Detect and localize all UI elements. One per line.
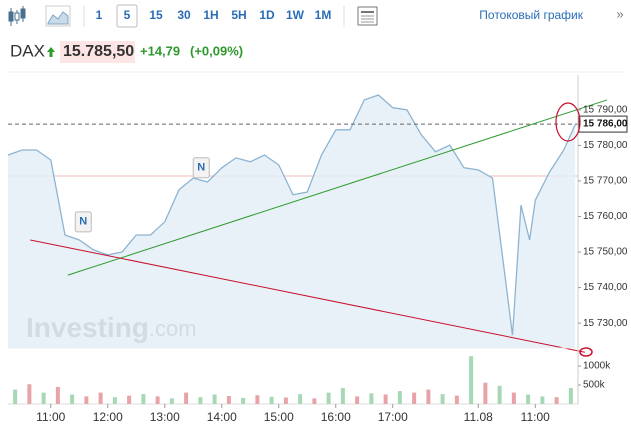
interval-button[interactable]: 1 [96, 8, 103, 22]
news-marker-label: N [79, 216, 87, 228]
volume-bar [526, 394, 531, 404]
volume-bar [554, 397, 559, 404]
x-tick-label: 11:00 [521, 410, 550, 424]
volume-bar [312, 398, 317, 404]
volume-bar [98, 392, 103, 404]
volume-bar [27, 384, 32, 404]
volume-bar [355, 396, 360, 404]
volume-bar [127, 395, 132, 404]
news-marker [192, 157, 210, 179]
y-tick-label: 15 770,00 [583, 176, 628, 187]
candles-icon[interactable] [8, 6, 26, 26]
volume-bar [440, 394, 445, 404]
selected-interval [116, 4, 138, 28]
volume-bar [169, 398, 174, 404]
volume-bar [511, 392, 516, 404]
volume-bar [568, 388, 573, 404]
y-tick-label: 15 790,00 [583, 105, 628, 116]
volume-bar [326, 392, 331, 404]
annotation-circle [579, 347, 593, 357]
volume-bar [497, 385, 502, 404]
x-tick-label: 11.08 [464, 410, 493, 424]
y-tick-label: 15 730,00 [583, 318, 628, 329]
volume-bar [469, 356, 474, 404]
x-tick-label: 17:00 [378, 410, 408, 424]
volume-bar [41, 392, 46, 404]
annotation-circle [555, 102, 581, 142]
volume-bar [269, 396, 274, 404]
stream-link[interactable]: Потоковый график [479, 8, 583, 22]
volume-tick-label: 1000k [583, 361, 611, 372]
interval-button[interactable]: 1W [286, 8, 305, 22]
y-tick-label: 15 760,00 [583, 211, 628, 222]
interval-button[interactable]: 1M [315, 8, 332, 22]
volume-bar [112, 397, 117, 404]
area-icon[interactable] [45, 5, 71, 27]
trend-line [67, 99, 608, 276]
symbol: DAX [10, 41, 45, 60]
interval-button[interactable]: 5H [231, 8, 246, 22]
volume-bar [298, 394, 303, 404]
y-tick-label: 15 750,00 [583, 247, 628, 258]
volume-bar [13, 389, 18, 404]
volume-bar [454, 395, 459, 404]
interval-button[interactable]: 5 [124, 8, 131, 22]
x-tick-label: 13:00 [150, 410, 180, 424]
volume-bar [212, 394, 217, 404]
volume-bar [283, 397, 288, 404]
change: +14,79 [140, 43, 180, 58]
last-value-label: 15 786,00 [583, 119, 628, 130]
more-button[interactable]: » [616, 6, 623, 21]
volume-bar [369, 393, 374, 404]
x-tick-label: 11:00 [36, 410, 65, 424]
volume-bar [198, 397, 203, 404]
price: 15.785,50 [63, 43, 134, 60]
volume-tick-label: 500k [583, 380, 606, 391]
volume-bar [141, 394, 146, 404]
volume-bar [226, 396, 231, 404]
x-tick-label: 14:00 [207, 410, 237, 424]
last-value-tag [578, 115, 628, 133]
settings-icon[interactable] [357, 6, 378, 26]
volume-bar [70, 394, 75, 404]
interval-button[interactable]: 15 [149, 8, 163, 22]
interval-button[interactable]: 30 [177, 8, 191, 22]
x-tick-label: 12:00 [93, 410, 123, 424]
x-tick-label: 16:00 [321, 410, 351, 424]
trend-line [30, 239, 585, 353]
news-marker-label: N [197, 162, 205, 174]
volume-bar [483, 382, 488, 404]
volume-bar [255, 395, 260, 404]
volume-bar [241, 397, 246, 404]
y-tick-label: 15 780,00 [583, 140, 628, 151]
volume-bar [55, 386, 60, 404]
volume-bar [397, 391, 402, 404]
volume-bar [155, 396, 160, 404]
price-line [7, 94, 576, 336]
y-tick-label: 15 740,00 [583, 282, 628, 293]
volume-bar [426, 389, 431, 404]
volume-bar [340, 388, 345, 404]
interval-button[interactable]: 1H [203, 8, 218, 22]
x-tick-label: 15:00 [264, 410, 294, 424]
price-highlight [60, 41, 135, 63]
volume-bar [412, 392, 417, 404]
volume-bar [84, 396, 89, 404]
volume-bar [540, 396, 545, 404]
up-arrow [47, 47, 55, 57]
volume-bar [184, 392, 189, 404]
change-pct: (+0,09%) [190, 43, 243, 58]
volume-bar [383, 394, 388, 404]
news-marker [74, 211, 92, 233]
area [8, 95, 576, 348]
interval-button[interactable]: 1D [259, 8, 275, 22]
